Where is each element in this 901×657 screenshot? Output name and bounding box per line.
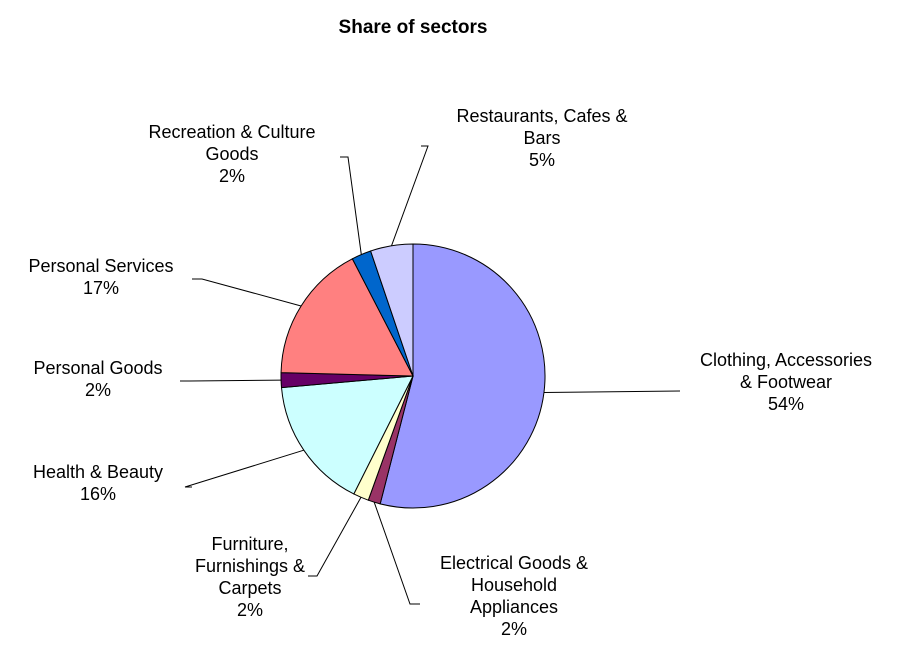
slice-percent: 5% [529, 150, 555, 170]
slice-category-line: Furnishings & [195, 556, 305, 576]
slice-category-line: Health & Beauty [33, 462, 163, 482]
slice-label: Personal Goods 2% [33, 358, 162, 400]
slice-category-line: Clothing, Accessories [700, 350, 872, 370]
leader-line [184, 449, 304, 488]
slice-percent: 2% [85, 380, 111, 400]
slice-label: Furniture, Furnishings & Carpets 2% [195, 534, 305, 620]
slice-label: Personal Services 17% [28, 256, 173, 298]
leader-line [180, 379, 282, 382]
slice-label: Restaurants, Cafes & Bars 5% [456, 106, 627, 170]
pie-slice [370, 243, 414, 377]
slice-category-line: & Footwear [740, 372, 832, 392]
leader-line [308, 497, 362, 577]
slice-labels: Clothing, Accessories & Footwear 54% Electr… [28, 106, 872, 639]
leader-lines [180, 145, 681, 605]
slice-category-line: Personal Services [28, 256, 173, 276]
slice-category-line: Furniture, [211, 534, 288, 554]
slice-category-line: Appliances [470, 597, 558, 617]
slice-category-line: Restaurants, Cafes & [456, 106, 627, 126]
slice-category-line: Recreation & Culture [148, 122, 315, 142]
slice-label: Clothing, Accessories & Footwear 54% [700, 350, 872, 414]
pie-slice [379, 243, 546, 509]
slice-percent: 16% [80, 484, 116, 504]
slice-category-line: Household [471, 575, 557, 595]
leader-line [391, 145, 429, 246]
slice-percent: 54% [768, 394, 804, 414]
slice-percent: 2% [219, 166, 245, 186]
slice-percent: 2% [237, 600, 263, 620]
leader-line [373, 502, 420, 605]
leader-line [340, 156, 362, 255]
slice-percent: 2% [501, 619, 527, 639]
slice-category-line: Goods [205, 144, 258, 164]
pie-slice [280, 375, 414, 495]
leader-line [192, 278, 302, 307]
slice-label: Recreation & Culture Goods 2% [148, 122, 315, 186]
chart-title: Share of sectors [339, 17, 488, 38]
slice-category-line: Electrical Goods & [440, 553, 588, 573]
slice-category-line: Personal Goods [33, 358, 162, 378]
leader-line [543, 390, 681, 393]
pie-slice [280, 258, 414, 377]
slice-category-line: Carpets [218, 578, 281, 598]
pie-slices [280, 243, 546, 509]
slice-category-line: Bars [523, 128, 560, 148]
slice-percent: 17% [83, 278, 119, 298]
slice-label: Health & Beauty 16% [33, 462, 163, 504]
slice-label: Electrical Goods & Household Appliances 2% [440, 553, 588, 639]
